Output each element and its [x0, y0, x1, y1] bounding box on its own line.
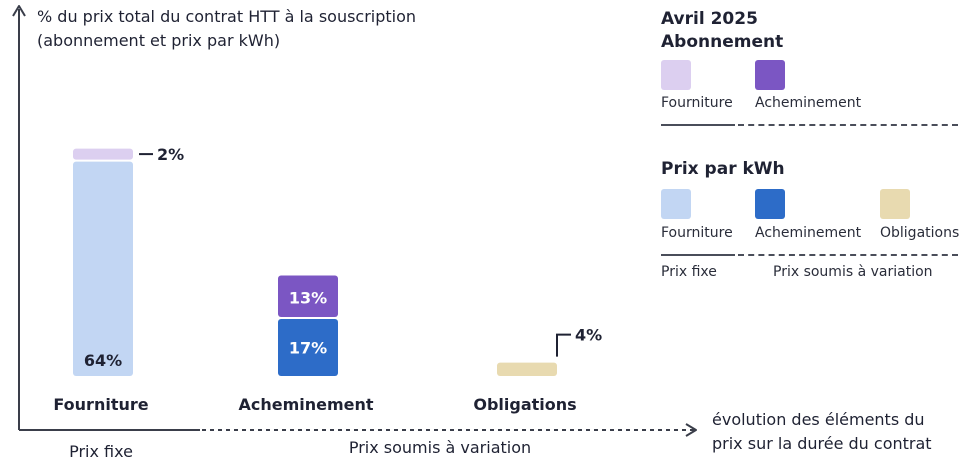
data-label-obligations-prix-par-kwh: 4% [575, 326, 602, 345]
legend-swatch-kwh-fourniture [661, 189, 691, 219]
legend-line-fixed-1 [661, 124, 735, 126]
zone-label-variable: Prix soumis à variation [349, 438, 531, 457]
y-axis-label-line2: (abonnement et prix par kWh) [37, 31, 280, 50]
legend-swatch-abonnement-acheminement [755, 60, 785, 90]
bar-acheminement-prix-par-kwh [278, 319, 338, 376]
bar-fourniture-prix-par-kwh [73, 161, 133, 376]
legend-line-fixed-2 [661, 254, 735, 256]
legend-fixed-label: Prix fixe [661, 264, 717, 280]
legend-line-variable-1 [738, 124, 958, 126]
legend-title-date: Avril 2025 [661, 9, 758, 29]
legend-swatch-kwh-obligations [880, 189, 910, 219]
category-label-obligations: Obligations [473, 395, 576, 414]
legend-line-variable-2 [738, 254, 958, 256]
bar-obligations-prix-par-kwh [497, 362, 557, 376]
y-axis-label-line1: % du prix total du contrat HTT à la sous… [37, 7, 416, 26]
category-label-acheminement: Acheminement [238, 395, 373, 414]
data-label-fourniture-abonnement: 2% [157, 145, 184, 164]
labels: % du prix total du contrat HTT à la sous… [37, 7, 932, 460]
legend-label-kwh-obligations: Obligations [880, 225, 960, 241]
legend-title-abonnement: Abonnement [661, 32, 784, 52]
legend-label-abonnement-acheminement: Acheminement [755, 95, 862, 111]
category-label-fourniture: Fourniture [53, 395, 148, 414]
legend-swatch-kwh-acheminement [755, 189, 785, 219]
zone-label-fixed: Prix fixe [69, 442, 133, 460]
legend-label-kwh-acheminement: Acheminement [755, 225, 862, 241]
legend-label-abonnement-fourniture: Fourniture [661, 95, 733, 111]
x-axis-arrow [685, 423, 697, 437]
legend-variable-label: Prix soumis à variation [773, 264, 933, 280]
data-label-acheminement-abonnement: 13% [289, 288, 327, 307]
data-label-acheminement-prix-par-kwh: 17% [289, 339, 327, 358]
legend-title-kwh: Prix par kWh [661, 159, 785, 179]
callout-line-obligations-prix-par-kwh [556, 333, 571, 357]
bars [73, 148, 557, 376]
legend-label-kwh-fourniture: Fourniture [661, 225, 733, 241]
data-label-fourniture-prix-par-kwh: 64% [84, 351, 122, 370]
x-axis-label-line2: prix sur la durée du contrat [712, 434, 932, 453]
y-axis-arrow [12, 5, 26, 17]
legend-swatch-abonnement-fourniture [661, 60, 691, 90]
axes [12, 5, 697, 437]
bar-acheminement-abonnement [278, 275, 338, 318]
bar-fourniture-abonnement [73, 148, 133, 160]
x-axis-label-line1: évolution des éléments du [712, 410, 925, 429]
